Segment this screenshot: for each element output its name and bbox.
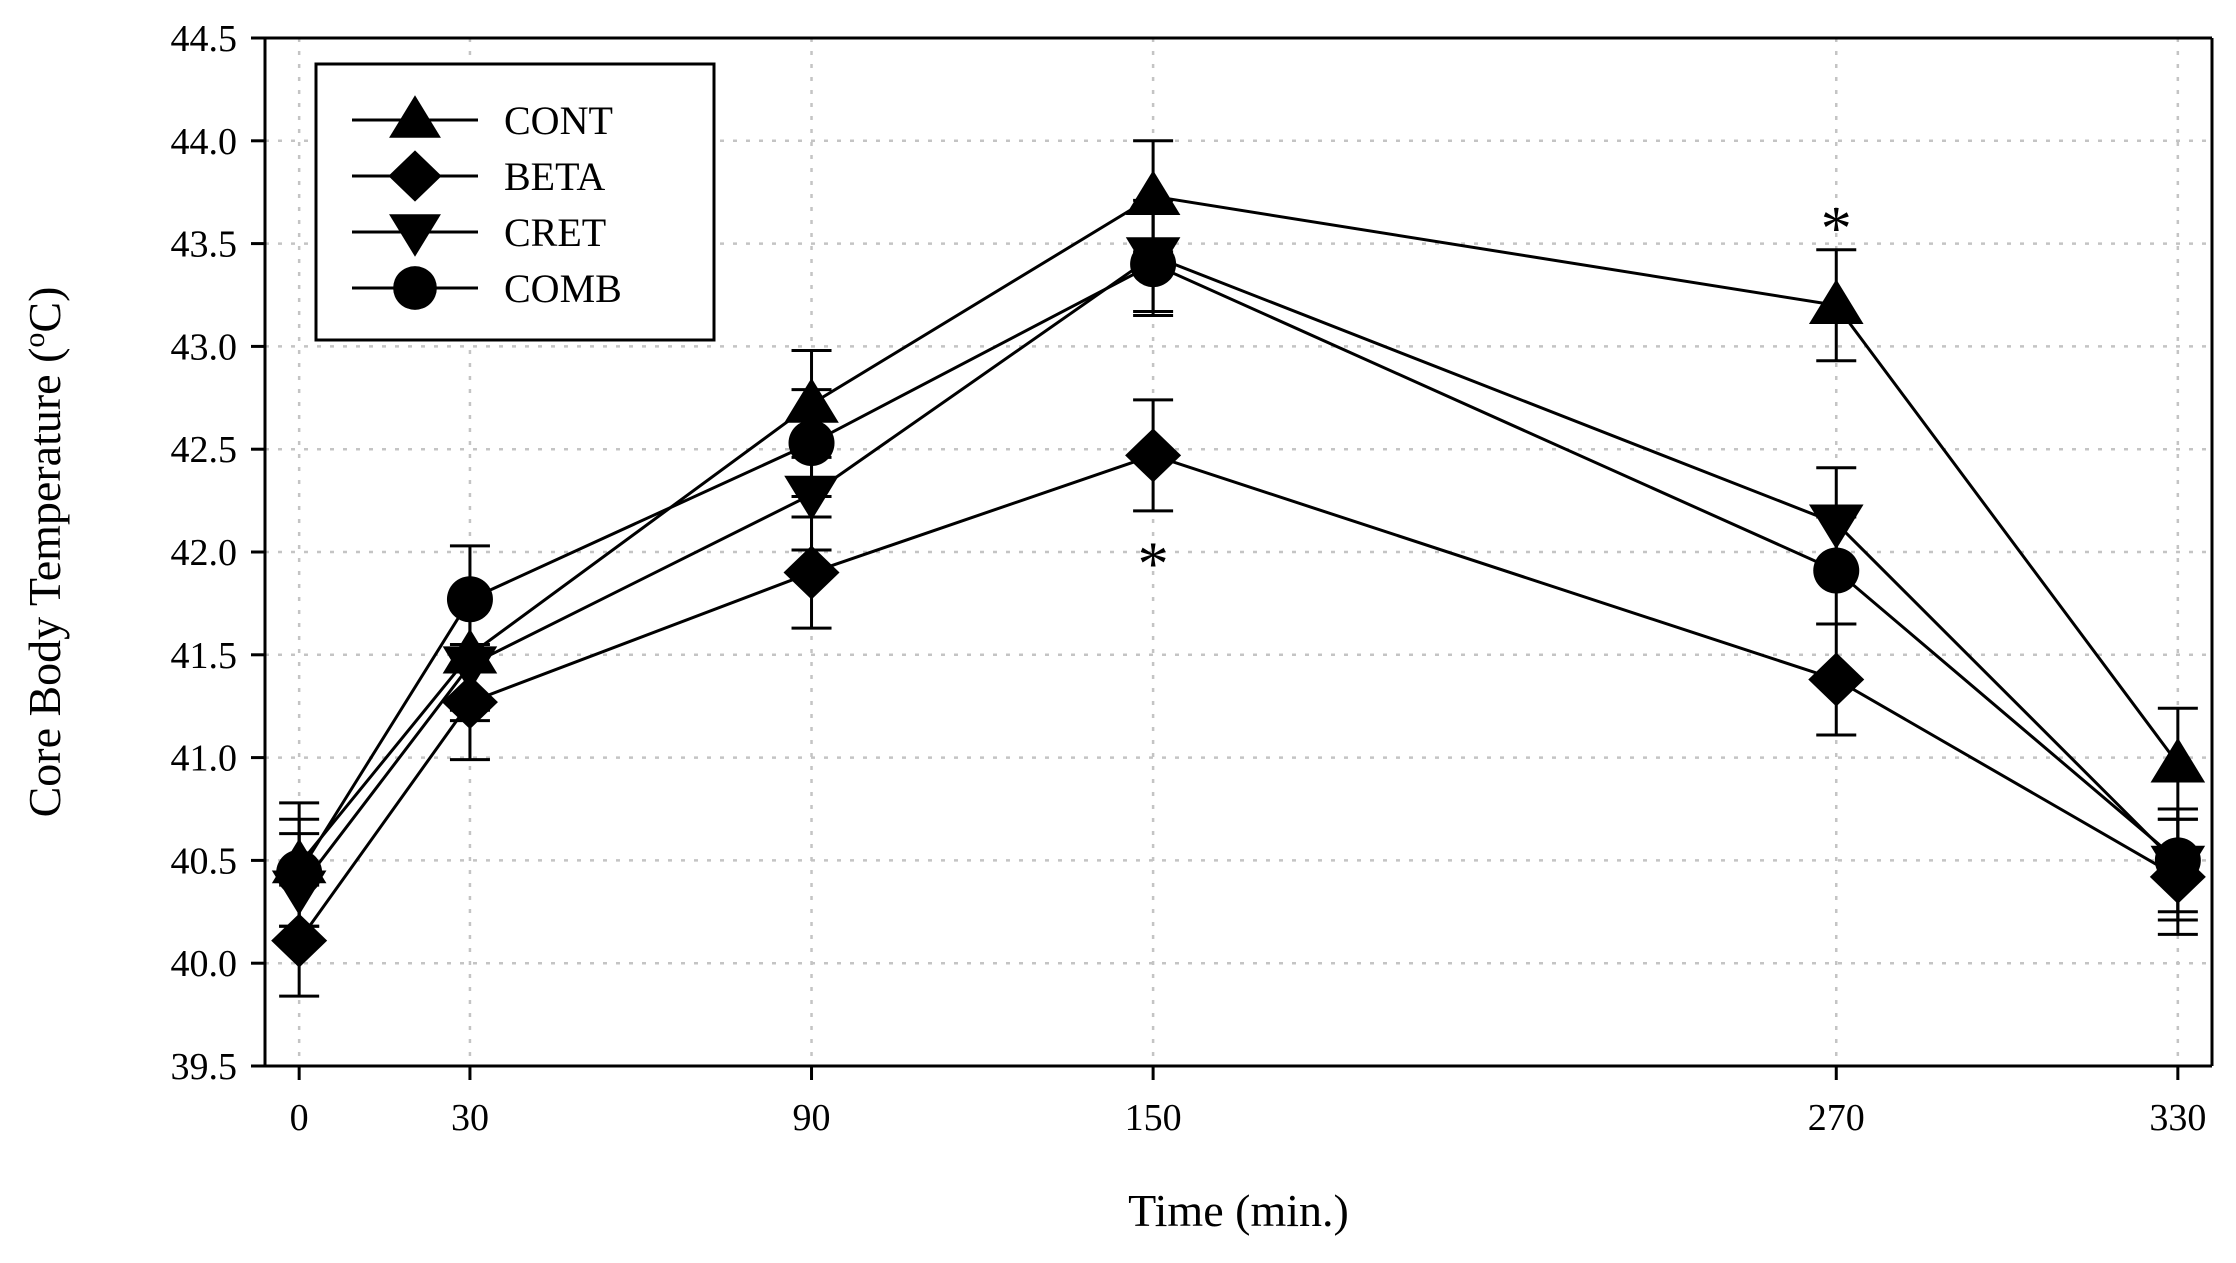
significance-marker: * [1138, 530, 1169, 598]
legend: CONT BETA CRET COMB [314, 62, 716, 342]
y-tick-label: 44.0 [171, 121, 238, 163]
data-point-comb [2154, 837, 2201, 884]
data-point-cret [442, 646, 498, 692]
series-comb [276, 211, 2201, 928]
y-axis-title-degree: o [18, 333, 51, 348]
data-point-comb [276, 849, 323, 896]
data-point-comb [446, 576, 493, 623]
y-tick-label: 43.5 [171, 224, 238, 266]
y-tick-label: 40.5 [171, 840, 238, 882]
y-tick-label: 41.0 [171, 738, 238, 780]
data-point-beta [1125, 428, 1182, 483]
legend-item-comb: COMB [352, 266, 622, 311]
legend-box [314, 62, 716, 342]
legend-item-cret: CRET [352, 210, 606, 257]
data-point-comb [1813, 547, 1860, 594]
data-point-beta [783, 545, 840, 600]
legend-label: BETA [504, 154, 605, 199]
series-line-cont [297, 194, 2180, 866]
x-tick-label: 90 [793, 1097, 831, 1139]
x-axis-title: Time (min.) [1128, 1185, 1349, 1236]
series-layer [271, 139, 2206, 998]
series-line-comb [297, 262, 2179, 874]
significance-marker: * [1821, 195, 1852, 263]
axes [251, 36, 2214, 1080]
y-tick-label: 44.5 [171, 18, 238, 60]
legend-marker [388, 150, 442, 202]
x-tick-label: 270 [1808, 1097, 1865, 1139]
legend-marker [393, 266, 437, 310]
series-line-beta [297, 453, 2179, 942]
series-beta [271, 398, 2206, 998]
y-axis-title-main: Core Body Temperature ( [19, 348, 70, 818]
legend-label: CONT [504, 98, 613, 143]
x-tick-label: 0 [290, 1097, 309, 1139]
legend-marker [389, 95, 441, 138]
data-point-cont [1808, 279, 1864, 324]
x-tick-label: 150 [1125, 1097, 1182, 1139]
data-point-cont [2150, 737, 2206, 783]
legend-label: COMB [504, 266, 622, 311]
annotations: ** [1138, 195, 1852, 598]
data-point-cont [1125, 170, 1181, 216]
y-tick-label: 39.5 [171, 1046, 238, 1088]
data-point-comb [1130, 241, 1177, 288]
legend-marker [389, 214, 441, 257]
data-point-beta [1808, 652, 1865, 707]
data-point-comb [788, 420, 835, 467]
y-tick-label: 41.5 [171, 635, 238, 677]
y-axis-title-unit: C) [19, 287, 70, 333]
legend-item-beta: BETA [352, 150, 605, 202]
x-tick-label: 330 [2149, 1097, 2206, 1139]
data-point-cret [784, 475, 839, 521]
y-tick-label: 43.0 [171, 326, 238, 368]
legend-item-cont: CONT [352, 95, 613, 143]
y-tick-label: 42.0 [171, 532, 238, 574]
series-line-cret [297, 254, 2179, 891]
legend-label: CRET [504, 210, 606, 255]
tick-labels: 39.5 40.0 40.5 41.0 41.5 42.0 42.5 43.0 43.5 44.0… [171, 18, 2207, 1139]
x-tick-label: 30 [451, 1097, 489, 1139]
y-tick-label: 40.0 [171, 943, 238, 985]
y-tick-label: 42.5 [171, 429, 238, 471]
y-axis-title: Core Body Temperature (oC) [18, 287, 70, 818]
